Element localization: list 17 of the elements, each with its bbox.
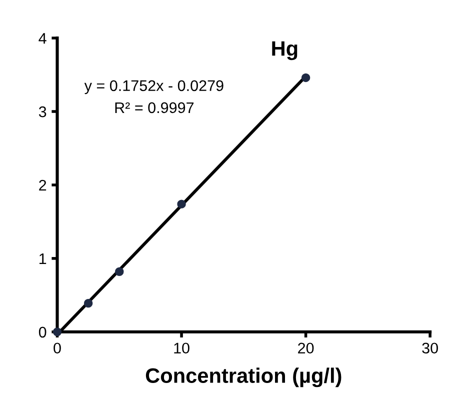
x-tick-label: 20 [298,342,314,354]
x-axis-title: Concentration (µg/l) [146,368,342,388]
y-tick-label: 1 [40,253,46,264]
chart-title: Hg [272,41,298,60]
annotation: y = 0.1752x - 0.0279 [84,80,224,94]
point [115,267,124,276]
point [84,298,93,308]
x-tick-label: 30 [422,342,438,354]
point [301,73,310,82]
annotation: R² = 0.9997 [115,102,194,114]
x-tick-label: 0 [54,342,61,354]
x-tick-label: 10 [174,342,190,354]
y-tick-label: 0 [38,326,46,338]
y-tick-label: 2 [39,180,46,190]
y-tick-label: 3 [38,106,46,118]
point [177,200,186,208]
y-tick-label: 4 [38,33,46,44]
